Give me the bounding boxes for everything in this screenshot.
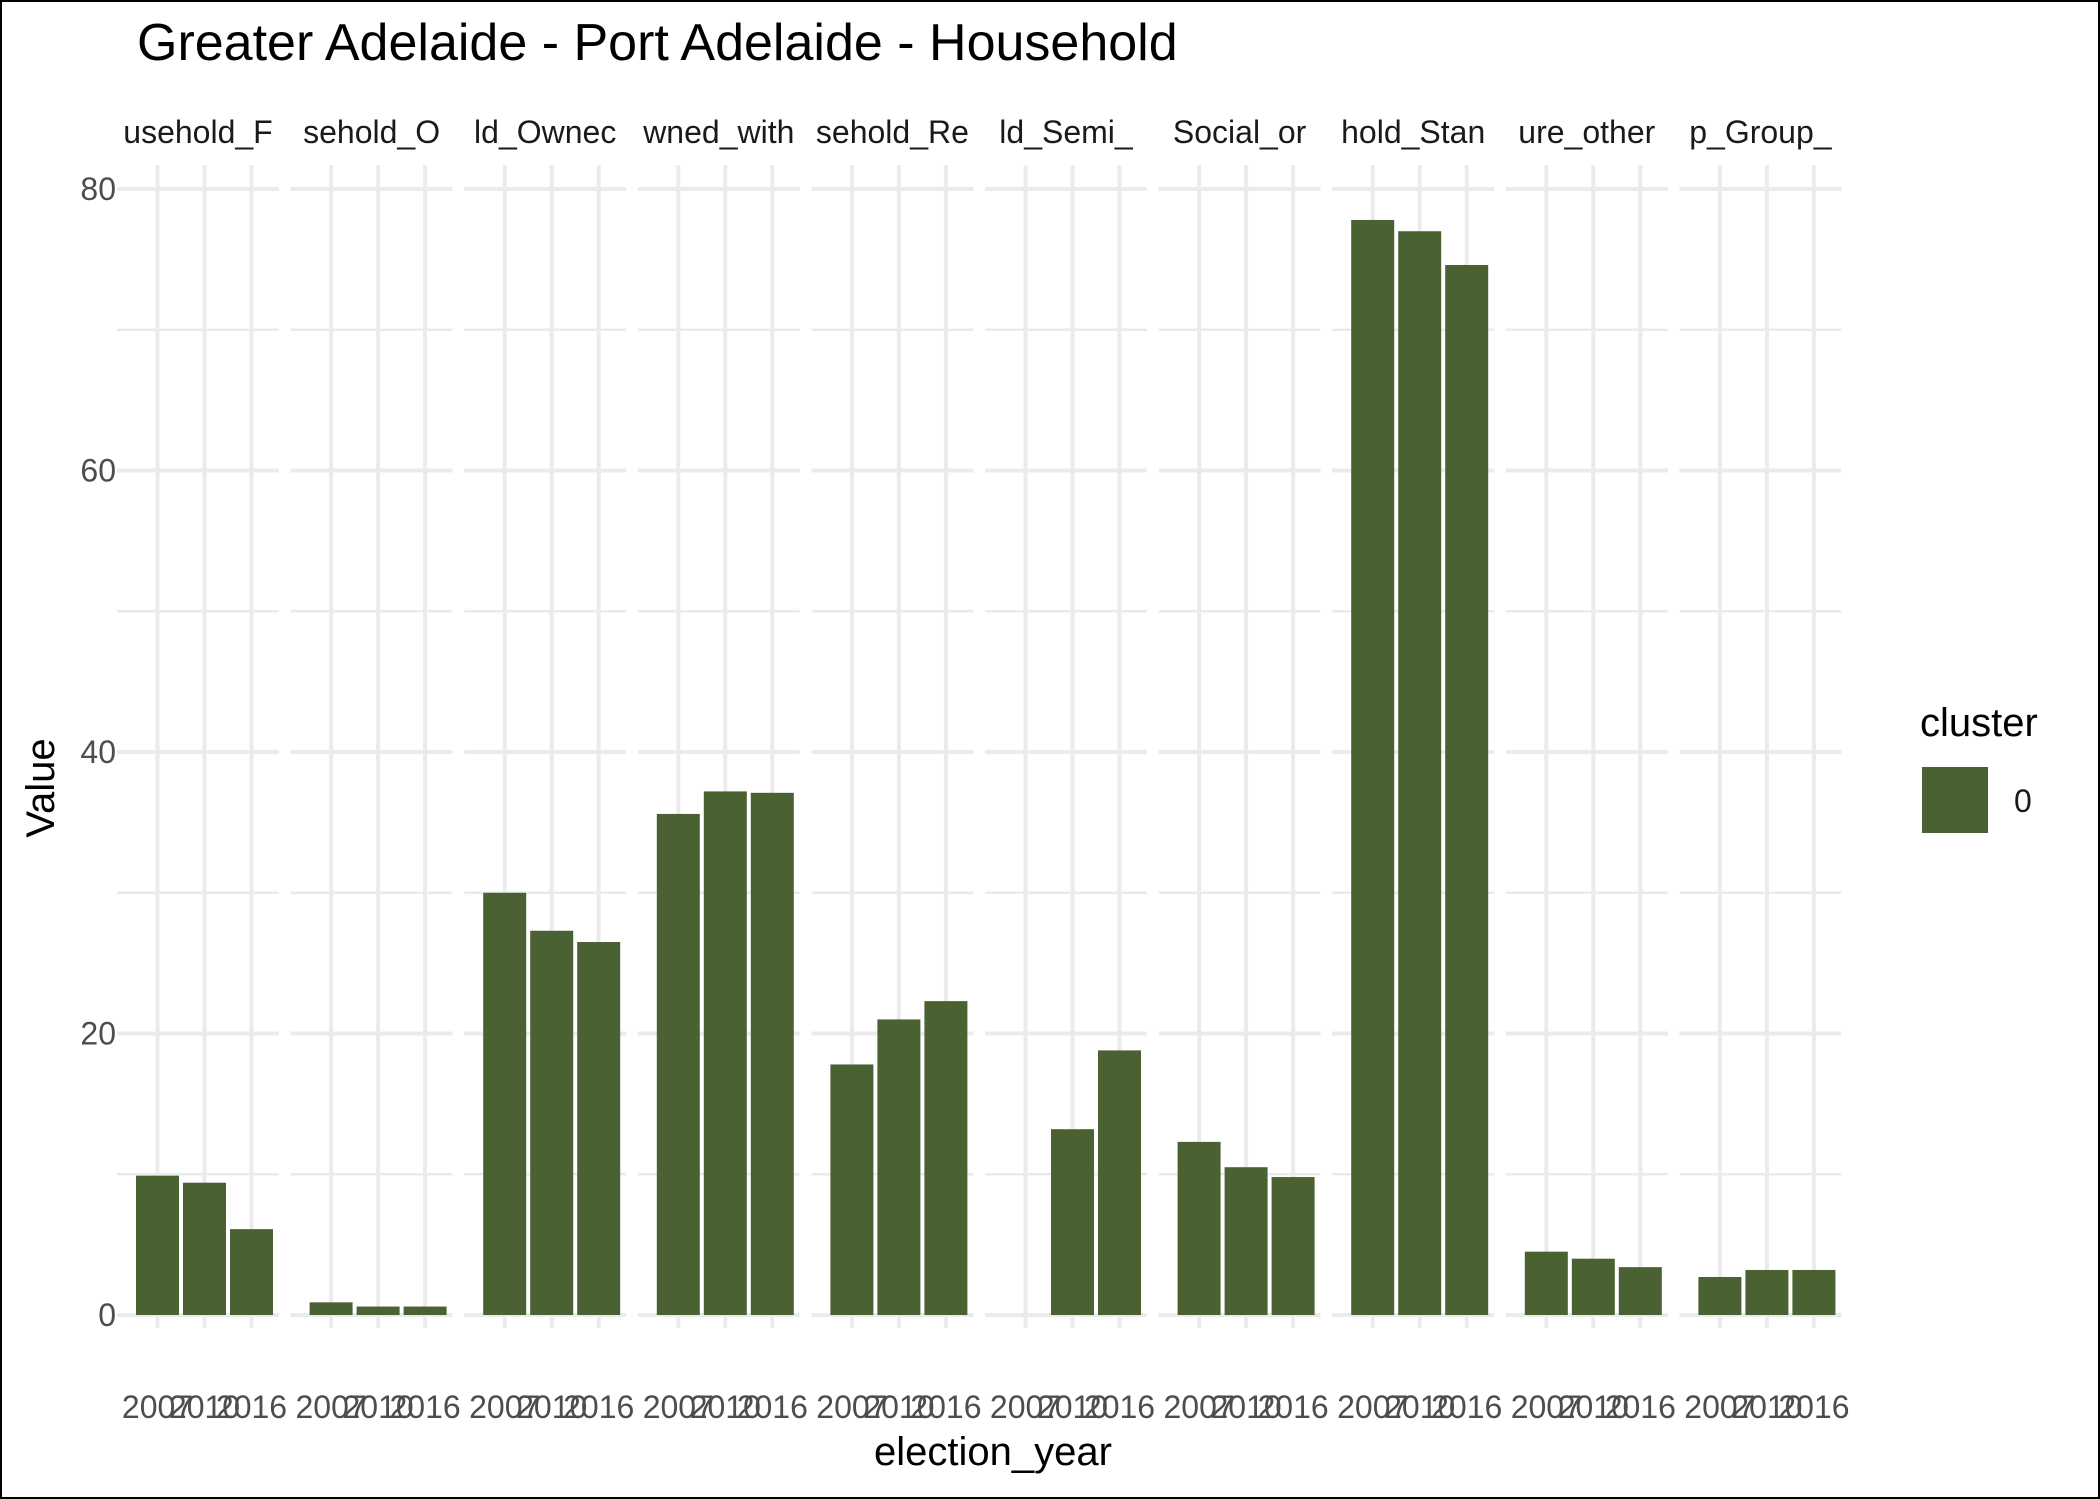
- bar: [1051, 1129, 1094, 1315]
- y-tick-label: 0: [98, 1297, 116, 1333]
- x-tick-label: 2016: [216, 1389, 287, 1425]
- y-axis: 0 20 40 60 80: [80, 171, 116, 1333]
- bar: [1351, 219, 1395, 1316]
- bar: [656, 813, 700, 1315]
- y-tick-label: 40: [80, 734, 116, 770]
- bar: [403, 1306, 447, 1315]
- y-tick-label: 20: [80, 1016, 116, 1052]
- facet-strip-label: hold_Stan: [1341, 114, 1485, 150]
- x-tick-label: 2016: [1778, 1389, 1849, 1425]
- legend-key: [1922, 767, 1988, 833]
- x-tick-label: 2010: [1037, 1389, 1108, 1425]
- bar: [1445, 265, 1489, 1315]
- x-tick-label: 2007: [469, 1389, 540, 1425]
- facet-strip-label: p_Group_: [1689, 114, 1833, 150]
- facet-strip-label: ld_Ownec: [474, 114, 616, 150]
- y-tick-label: 60: [80, 453, 116, 489]
- facet-strip-label: ure_other: [1518, 114, 1655, 150]
- facet-strip-label: ld_Semi_: [999, 114, 1134, 150]
- bar: [1271, 1177, 1315, 1315]
- x-tick-label: 2007: [1337, 1389, 1408, 1425]
- bar: [750, 792, 794, 1315]
- bar: [703, 791, 747, 1315]
- x-tick-label: 2007: [643, 1389, 714, 1425]
- x-tick-label: 2016: [910, 1389, 981, 1425]
- facet-strip-label: sehold_Re: [816, 114, 969, 150]
- bar: [1571, 1258, 1615, 1315]
- bar: [1177, 1141, 1221, 1315]
- x-tick-label: 2007: [1511, 1389, 1582, 1425]
- y-axis-title: Value: [19, 738, 63, 837]
- x-tick-label: 2016: [1084, 1389, 1155, 1425]
- bar: [1224, 1167, 1268, 1315]
- x-tick-label: 2007: [122, 1389, 193, 1425]
- y-tick-label: 80: [80, 171, 116, 207]
- bar: [577, 942, 621, 1315]
- x-tick-label: 2007: [816, 1389, 887, 1425]
- x-tick-label: 2007: [296, 1389, 367, 1425]
- x-tick-label: 2016: [1431, 1389, 1502, 1425]
- bar: [1098, 1050, 1141, 1315]
- bar: [183, 1182, 226, 1315]
- facet-strip-label: usehold_F: [123, 114, 272, 150]
- x-tick-label: 2010: [1384, 1389, 1455, 1425]
- x-tick-label: 2016: [390, 1389, 461, 1425]
- x-tick-label: 2007: [990, 1389, 1061, 1425]
- x-tick-label: 2010: [863, 1389, 934, 1425]
- x-tick-label: 2010: [169, 1389, 240, 1425]
- facet-strip-label: wned_with: [642, 114, 794, 150]
- facet-strip-label: sehold_O: [303, 114, 440, 150]
- x-tick-label: 2016: [737, 1389, 808, 1425]
- x-tick-label: 2007: [1684, 1389, 1755, 1425]
- bar: [1745, 1269, 1789, 1315]
- bar: [877, 1019, 921, 1315]
- x-tick-label: 2016: [1258, 1389, 1329, 1425]
- bar: [1618, 1267, 1662, 1315]
- x-tick-label: 2016: [1605, 1389, 1676, 1425]
- bar: [530, 930, 574, 1315]
- facet-panels: usehold_F200720102016sehold_O20072010201…: [117, 114, 1849, 1425]
- x-tick-label: 2010: [1731, 1389, 1802, 1425]
- x-tick-label: 2007: [1164, 1389, 1235, 1425]
- bar: [483, 892, 527, 1315]
- bar: [830, 1064, 874, 1315]
- bar: [1398, 231, 1442, 1316]
- bar: [230, 1229, 273, 1315]
- bar: [1698, 1276, 1742, 1315]
- bar: [356, 1306, 400, 1315]
- bar: [924, 1001, 968, 1315]
- bar: [1524, 1251, 1568, 1315]
- x-tick-label: 2016: [563, 1389, 634, 1425]
- legend-title: cluster: [1920, 701, 2038, 745]
- chart-title: Greater Adelaide - Port Adelaide - House…: [137, 14, 1178, 72]
- facet-strip-label: Social_or: [1173, 114, 1307, 150]
- x-tick-label: 2010: [1558, 1389, 1629, 1425]
- x-tick-label: 2010: [516, 1389, 587, 1425]
- bar: [1792, 1269, 1836, 1315]
- x-tick-label: 2010: [1211, 1389, 1282, 1425]
- x-tick-label: 2010: [690, 1389, 761, 1425]
- bar: [309, 1302, 353, 1315]
- x-tick-label: 2010: [343, 1389, 414, 1425]
- bar: [136, 1175, 179, 1315]
- legend-label: 0: [2014, 783, 2032, 819]
- x-axis-title: election_year: [874, 1430, 1112, 1474]
- legend: cluster 0: [1920, 701, 2038, 833]
